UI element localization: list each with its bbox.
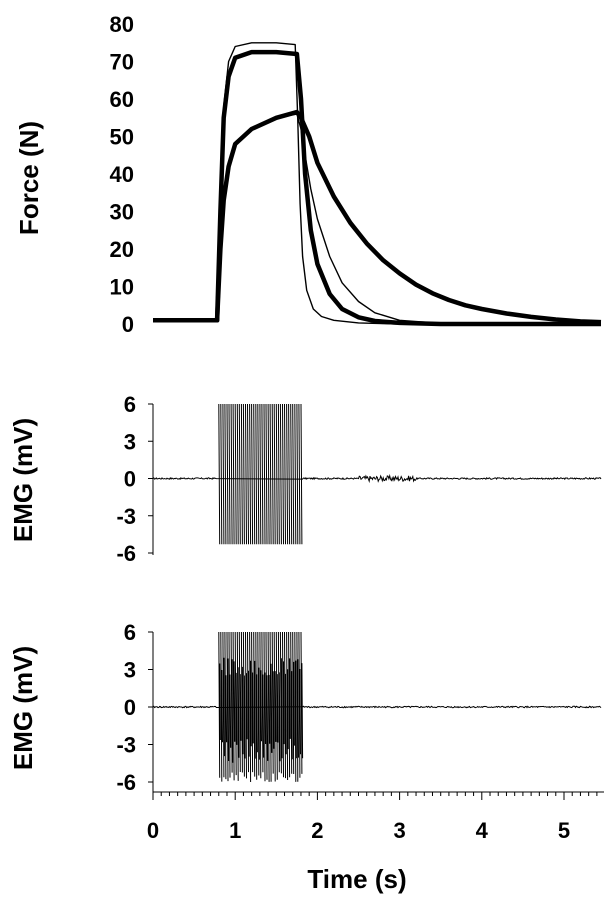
time-tick-label: 3 — [393, 818, 405, 843]
force-tick-label: 50 — [110, 125, 134, 150]
emg-stimulus-trace — [218, 631, 304, 783]
force-tick-label: 40 — [110, 162, 134, 187]
emg-tick-label: -3 — [116, 733, 136, 758]
emg-stimulus-trace — [218, 403, 303, 545]
force-tick-label: 80 — [110, 12, 134, 37]
emg-tick-label: 6 — [124, 392, 136, 417]
emg-tick-label: -6 — [116, 541, 136, 566]
force-series-line — [153, 42, 601, 325]
force-tick-label: 70 — [110, 50, 134, 75]
emg-tick-label: 0 — [124, 695, 136, 720]
force-tick-label: 10 — [110, 275, 134, 300]
time-tick-label: 1 — [229, 818, 241, 843]
time-tick-label: 5 — [558, 818, 570, 843]
force-panel: Force (N) 0 10 20 30 40 50 60 70 80 — [14, 12, 602, 337]
force-tick-label: 20 — [110, 237, 134, 262]
force-tick-label: 30 — [110, 200, 134, 225]
emg-baseline-trace — [153, 473, 602, 484]
emg-tick-label: -6 — [116, 770, 136, 795]
time-tick-label: 0 — [147, 818, 159, 843]
force-series-line — [153, 109, 602, 325]
emg-tick-label: 3 — [124, 429, 136, 454]
emg-axis-title-2: EMG (mV) — [8, 646, 38, 770]
time-tick-label: 4 — [476, 818, 489, 843]
emg-tick-label: 6 — [124, 620, 136, 645]
emg-panel-2: EMG (mV) 6 3 0 -3 -6 0 1 2 3 4 5 Time (s) — [8, 620, 604, 894]
time-tick-label: 2 — [311, 818, 323, 843]
emg-tick-label: 0 — [124, 467, 136, 492]
time-axis-title: Time (s) — [307, 864, 406, 894]
emg-tick-label: -3 — [116, 504, 136, 529]
force-axis-title: Force (N) — [14, 121, 44, 235]
emg-baseline-trace — [152, 705, 602, 709]
emg-panel-1: EMG (mV) 6 3 0 -3 -6 — [8, 392, 602, 566]
force-tick-label: 0 — [122, 312, 134, 337]
force-tick-label: 60 — [110, 87, 134, 112]
emg-axis-title-1: EMG (mV) — [8, 418, 38, 542]
emg-tick-label: 3 — [124, 658, 136, 683]
